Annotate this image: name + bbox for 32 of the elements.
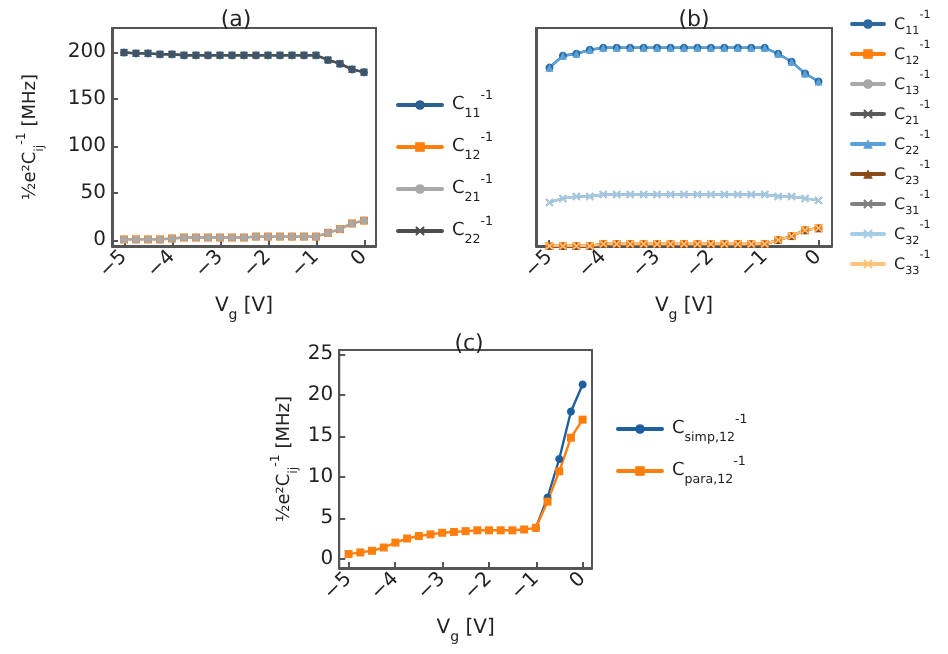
x-tick-label: −2 (239, 246, 276, 283)
x-tick-label: −3 (413, 568, 450, 605)
x-tick-label: −1 (736, 246, 773, 283)
y-tick-label: 0 (320, 547, 334, 570)
y-tick-label: 5 (320, 507, 334, 530)
x-tick-label: −4 (574, 246, 612, 283)
y-tick-label: 15 (307, 425, 334, 448)
y-tick-label: 0 (93, 229, 106, 252)
x-tick-label: 0 (347, 246, 372, 271)
y-tick-label: 10 (307, 466, 334, 489)
chart-title: (a) (220, 6, 252, 32)
x-tick-label: 0 (565, 568, 591, 593)
x-tick-label: −1 (287, 246, 324, 283)
y-tick-label: 50 (80, 182, 106, 205)
chart-title: (b) (678, 6, 710, 32)
y-tick-label: 150 (67, 88, 106, 111)
y-tick-label: 20 (307, 384, 334, 407)
y-tick-label: 25 (307, 343, 334, 366)
y-tick-label: 200 (67, 41, 106, 64)
x-tick-label: −3 (628, 246, 665, 283)
y-tick-label: 100 (67, 135, 106, 158)
x-tick-label: −5 (95, 246, 132, 283)
x-tick-label: −2 (682, 246, 719, 283)
x-tick-label: 0 (801, 246, 827, 271)
chart-title: (c) (454, 330, 484, 356)
x-tick-label: −1 (507, 568, 544, 605)
x-tick-label: −2 (460, 568, 497, 605)
x-tick-label: −5 (320, 568, 357, 605)
x-tick-label: −4 (143, 246, 180, 283)
x-tick-label: −3 (191, 246, 228, 283)
x-tick-label: −4 (366, 568, 404, 605)
x-tick-label: −5 (520, 246, 558, 283)
